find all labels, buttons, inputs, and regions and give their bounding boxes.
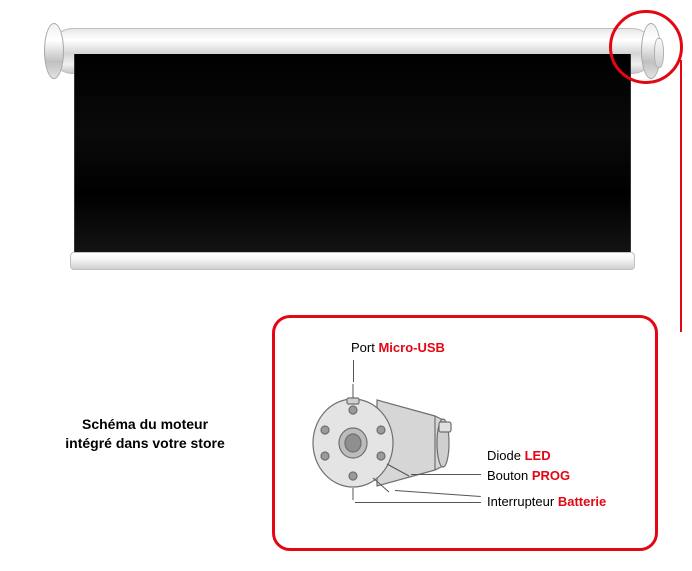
label-prog-prefix: Bouton <box>487 468 532 483</box>
leader-prog <box>411 474 481 475</box>
leader-batt <box>355 502 481 503</box>
roller-bottom-bar <box>70 252 635 270</box>
roller-fabric <box>74 54 631 254</box>
label-micro-usb-prefix: Port <box>351 340 378 355</box>
label-batt-hl: Batterie <box>558 494 606 509</box>
leader-port <box>353 360 354 382</box>
roller-end-cap-left <box>44 23 64 79</box>
motor-highlight-circle <box>609 10 683 84</box>
label-micro-usb: Port Micro-USB <box>351 340 445 355</box>
motor-detail-panel: Port Micro-USB <box>272 315 658 551</box>
diagram-caption: Schéma du moteur intégré dans votre stor… <box>40 415 250 453</box>
callout-leader-line <box>680 60 682 332</box>
caption-line1: Schéma du moteur <box>82 416 208 432</box>
label-led-prefix: Diode <box>487 448 525 463</box>
label-led: Diode LED <box>487 448 551 463</box>
label-batt: Interrupteur Batterie <box>487 494 606 509</box>
motor-drawing <box>307 380 457 502</box>
caption-line2: intégré dans votre store <box>65 435 225 451</box>
roller-blind-illustration <box>50 20 655 278</box>
label-batt-prefix: Interrupteur <box>487 494 558 509</box>
label-prog-hl: PROG <box>532 468 570 483</box>
label-micro-usb-hl: Micro-USB <box>378 340 444 355</box>
label-led-hl: LED <box>525 448 551 463</box>
label-prog: Bouton PROG <box>487 468 570 483</box>
